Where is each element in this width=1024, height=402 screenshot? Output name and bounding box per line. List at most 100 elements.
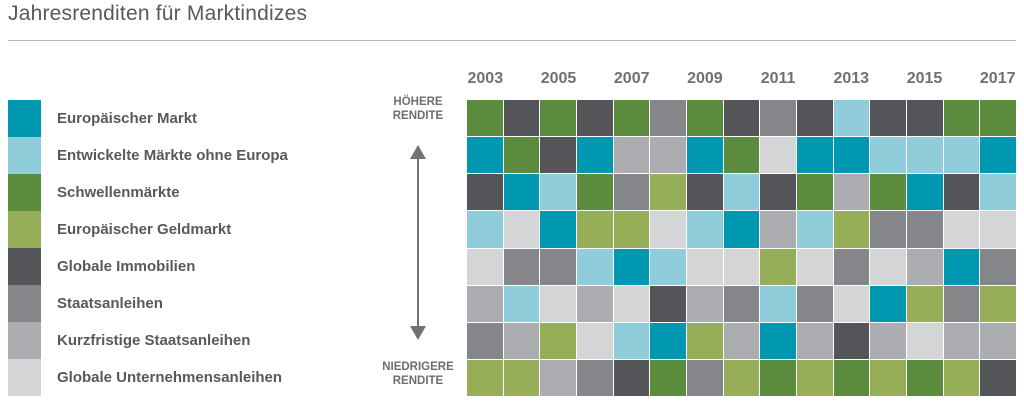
grid-cell <box>980 359 1016 396</box>
year-label-empty <box>723 68 760 90</box>
legend-item: Entwickelte Märkte ohne Europa <box>8 137 368 174</box>
year-label-empty <box>504 68 541 90</box>
grid-cell <box>687 211 723 248</box>
grid-cell <box>870 211 906 248</box>
grid-cell <box>833 137 870 174</box>
arrow-down-head <box>410 326 426 340</box>
legend-item: Schwellenmärkte <box>8 174 368 211</box>
grid-cell <box>577 285 613 322</box>
legend-swatch <box>8 100 41 137</box>
grid-cell <box>760 359 796 396</box>
legend-item: Globale Unternehmensanleihen <box>8 359 368 396</box>
grid-cell <box>613 211 650 248</box>
grid-cell <box>980 137 1016 174</box>
title-divider <box>8 40 1016 41</box>
legend-item: Globale Immobilien <box>8 248 368 285</box>
grid-cell <box>980 174 1016 211</box>
grid-cell <box>540 100 576 137</box>
grid-cell <box>943 322 980 359</box>
higher-return-label: HÖHERE RENDITE <box>392 96 444 122</box>
grid-cell <box>797 100 833 137</box>
grid-cell <box>907 211 943 248</box>
grid-cell <box>540 211 576 248</box>
lower-return-label: NIEDRIGERE RENDITE <box>382 361 454 387</box>
grid-cell <box>503 137 540 174</box>
grid-cell <box>540 137 576 174</box>
legend-swatch <box>8 174 41 211</box>
grid-cell <box>540 174 576 211</box>
grid-cell <box>833 322 870 359</box>
grid-cell <box>503 174 540 211</box>
grid-cell <box>797 285 833 322</box>
legend-swatch <box>8 285 41 322</box>
grid-cell <box>870 137 906 174</box>
grid-cell <box>797 137 833 174</box>
legend-item-label: Kurzfristige Staatsanleihen <box>57 332 251 349</box>
grid-cell <box>467 248 503 285</box>
grid-cell <box>760 285 796 322</box>
year-label: 2007 <box>613 70 650 87</box>
legend-item-label: Europäischer Markt <box>57 110 198 127</box>
grid-cell <box>503 322 540 359</box>
grid-cell <box>907 137 943 174</box>
grid-cell <box>687 285 723 322</box>
grid-cell <box>797 322 833 359</box>
grid-cell <box>577 174 613 211</box>
grid-cell <box>723 137 760 174</box>
grid-cell <box>797 174 833 211</box>
grid-cell <box>980 100 1016 137</box>
grid-cell <box>943 100 980 137</box>
grid-cell <box>687 359 723 396</box>
grid-cell <box>943 174 980 211</box>
grid-cell <box>980 285 1016 322</box>
year-label-empty <box>650 68 687 90</box>
grid-cell <box>797 248 833 285</box>
grid-cell <box>467 211 503 248</box>
year-label-empty <box>870 68 907 90</box>
returns-grid <box>467 100 1016 396</box>
grid-cell <box>650 248 686 285</box>
page-title: Jahresrenditen für Marktindizes <box>8 2 308 25</box>
year-label: 2009 <box>687 70 723 87</box>
legend-item-label: Globale Immobilien <box>57 258 196 275</box>
grid-cell <box>687 100 723 137</box>
legend-item: Staatsanleihen <box>8 285 368 322</box>
grid-cell <box>467 100 503 137</box>
grid-cell <box>870 285 906 322</box>
grid-cell <box>577 137 613 174</box>
grid-cell <box>650 285 686 322</box>
grid-cell <box>650 322 686 359</box>
arrow-up-head <box>410 145 426 159</box>
grid-cell <box>467 174 503 211</box>
grid-cell <box>833 211 870 248</box>
year-label-empty <box>577 68 614 90</box>
year-label-empty <box>943 68 980 90</box>
grid-cell <box>613 359 650 396</box>
grid-cell <box>870 248 906 285</box>
grid-cell <box>870 359 906 396</box>
grid-cell <box>577 100 613 137</box>
grid-cell <box>723 285 760 322</box>
grid-cell <box>687 248 723 285</box>
grid-cell <box>833 248 870 285</box>
legend-swatch <box>8 322 41 359</box>
grid-cell <box>577 322 613 359</box>
grid-cell <box>650 211 686 248</box>
grid-cell <box>797 359 833 396</box>
grid-cell <box>870 174 906 211</box>
grid-cell <box>613 248 650 285</box>
grid-cell <box>723 211 760 248</box>
year-axis: 2003 2005 2007 2009 2011 2013 2015 2017 <box>467 68 1016 90</box>
grid-cell <box>467 359 503 396</box>
grid-cell <box>467 285 503 322</box>
year-label: 2003 <box>467 70 504 87</box>
year-label: 2011 <box>760 70 796 87</box>
year-label: 2017 <box>979 70 1016 87</box>
grid-cell <box>613 100 650 137</box>
grid-cell <box>687 137 723 174</box>
legend-item: Europäischer Geldmarkt <box>8 211 368 248</box>
grid-cell <box>833 285 870 322</box>
grid-cell <box>980 248 1016 285</box>
grid-cell <box>723 100 760 137</box>
grid-cell <box>540 359 576 396</box>
